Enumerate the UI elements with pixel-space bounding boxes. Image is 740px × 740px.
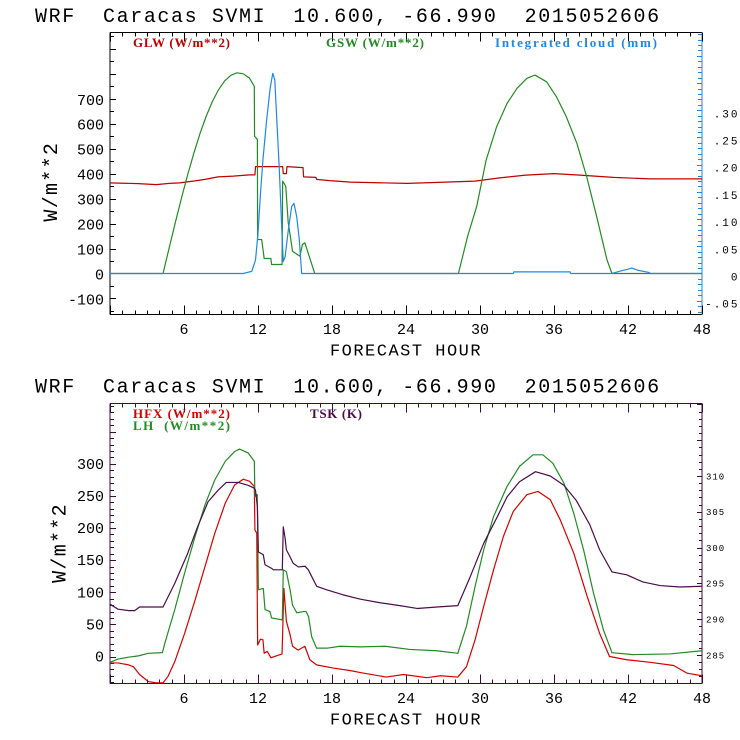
x-tick-label: 12 [249,322,267,339]
x-tick-label: 48 [693,691,711,708]
chart-axes [109,32,703,315]
legend: HFX (W/m**2) LH (W/m**2) TSK (K) [133,406,362,433]
legend: GLW (W/m**2) GSW (W/m**2) Integrated clo… [133,35,657,50]
y-tick-label: 200 [77,218,104,235]
x-axis-title: FORECAST HOUR [330,342,482,361]
chart-radiation: WRF Caracas SVMI 10.600, -66.990 2015052… [35,6,740,361]
y2-tick-label: .30 [714,109,740,121]
legend-entry-tsk: TSK (K) [310,406,362,421]
series-line-gsw [110,72,702,275]
y2-tick-label: 300 [706,544,725,554]
y-tick-label: 200 [77,521,104,538]
y-tick-label: 500 [77,143,104,160]
y2-tick-label: .10 [714,218,740,230]
x-axis-title: FORECAST HOUR [330,711,482,730]
y-tick-label: 300 [77,457,104,474]
y-tick-label: 300 [77,193,104,210]
x-tick-label: 30 [471,322,489,339]
y-tick-label: 100 [77,585,104,602]
y-tick-label: 0 [95,650,104,667]
series-line-tsk [110,471,702,612]
y-axis-title: W/m**2 [49,503,72,583]
series-line-integrated [110,72,702,275]
y2-tick-label: 305 [706,508,725,518]
x-tick-label: 36 [545,322,563,339]
x-tick-label: 36 [545,691,563,708]
y2-tick-label: 290 [706,616,725,626]
y2-tick-label: 295 [706,580,725,590]
series-line-hfx [110,478,702,684]
chart-title: WRF Caracas SVMI 10.600, -66.990 2015052… [35,377,661,400]
x-tick-label: 30 [471,691,489,708]
y-tick-label: 0 [95,267,104,284]
y2-tick-label: 0 [731,272,740,284]
series-line-lh [110,448,702,663]
x-tick-label: 24 [397,322,415,339]
y2-tick-label: 285 [706,651,725,661]
y-tick-label: 700 [77,93,104,110]
y2-tick-label: -.05 [705,300,739,312]
legend-entry-integrated-cloud: Integrated cloud (mm) [495,35,657,50]
x-tick-label: 42 [619,322,637,339]
y2-tick-label: .20 [714,164,740,176]
chart-tick-labels: 6 12 18 24 30 36 42 48 -100 0 100 200 300 400 500 600 70… [68,93,740,339]
x-tick-label: 12 [249,691,267,708]
chart-series [110,72,702,275]
x-tick-label: 24 [397,691,415,708]
legend-entry-hfx: HFX (W/m**2) [133,406,230,421]
y-tick-label: 150 [77,553,104,570]
y2-tick-label: .25 [714,136,740,148]
x-tick-label: 6 [179,322,188,339]
x-tick-label: 18 [323,322,341,339]
chart-surface-fluxes: WRF Caracas SVMI 10.600, -66.990 2015052… [35,377,725,731]
y-tick-label: 100 [77,243,104,260]
y-tick-label: 250 [77,489,104,506]
y2-tick-label: .15 [714,191,740,203]
legend-entry-lh: LH (W/m**2) [133,418,230,433]
x-tick-label: 18 [323,691,341,708]
legend-entry-gsw: GSW (W/m**2) [326,35,424,50]
y2-tick-label: 310 [706,472,725,482]
y-tick-label: 600 [77,118,104,135]
y2-tick-label: .05 [714,245,740,257]
x-tick-label: 48 [693,322,711,339]
y-tick-label: 50 [86,617,104,634]
series-line-glw [110,166,702,186]
x-tick-label: 42 [619,691,637,708]
legend-entry-glw: GLW (W/m**2) [133,35,230,50]
y-tick-label: -100 [68,292,104,309]
chart-axes [109,402,703,684]
chart-tick-labels: 6 12 18 24 30 36 42 48 0 50 100 150 200 250 300 285 290 2… [77,457,725,708]
x-tick-label: 6 [179,691,188,708]
chart-title: WRF Caracas SVMI 10.600, -66.990 2015052… [35,6,661,29]
y-tick-label: 400 [77,168,104,185]
y-axis-title: W/m**2 [41,142,64,222]
chart-series [110,448,702,684]
